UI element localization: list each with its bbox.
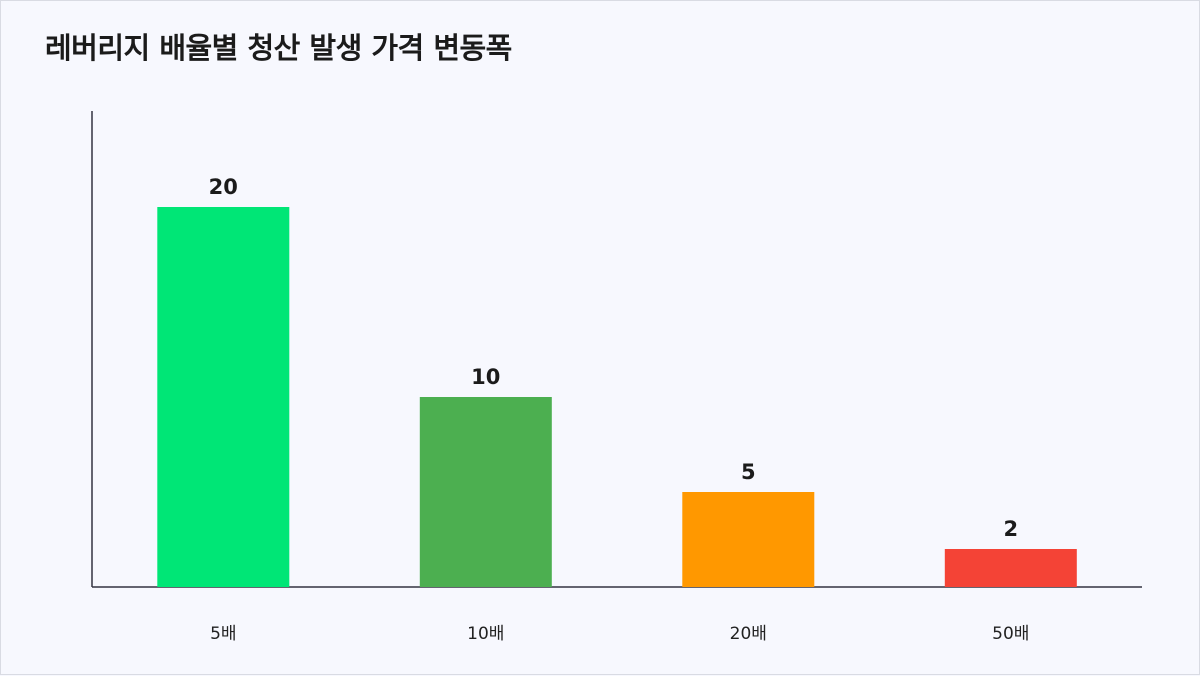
x-tick-label: 10배 bbox=[467, 624, 504, 644]
x-tick-label: 50배 bbox=[992, 624, 1029, 644]
x-tick-label: 20배 bbox=[730, 624, 767, 644]
bar-value-label: 5 bbox=[741, 460, 756, 484]
bar-2 bbox=[419, 397, 552, 587]
bar-3 bbox=[682, 492, 815, 587]
chart-title: 레버리지 배율별 청산 발생 가격 변동폭 bbox=[45, 31, 512, 65]
x-tick-label: 5배 bbox=[210, 624, 236, 644]
bar-value-label: 20 bbox=[209, 175, 238, 199]
bar-value-label: 2 bbox=[1003, 517, 1018, 541]
bar-4 bbox=[944, 549, 1077, 587]
bar-value-label: 10 bbox=[471, 365, 500, 389]
bar-1 bbox=[157, 207, 290, 587]
